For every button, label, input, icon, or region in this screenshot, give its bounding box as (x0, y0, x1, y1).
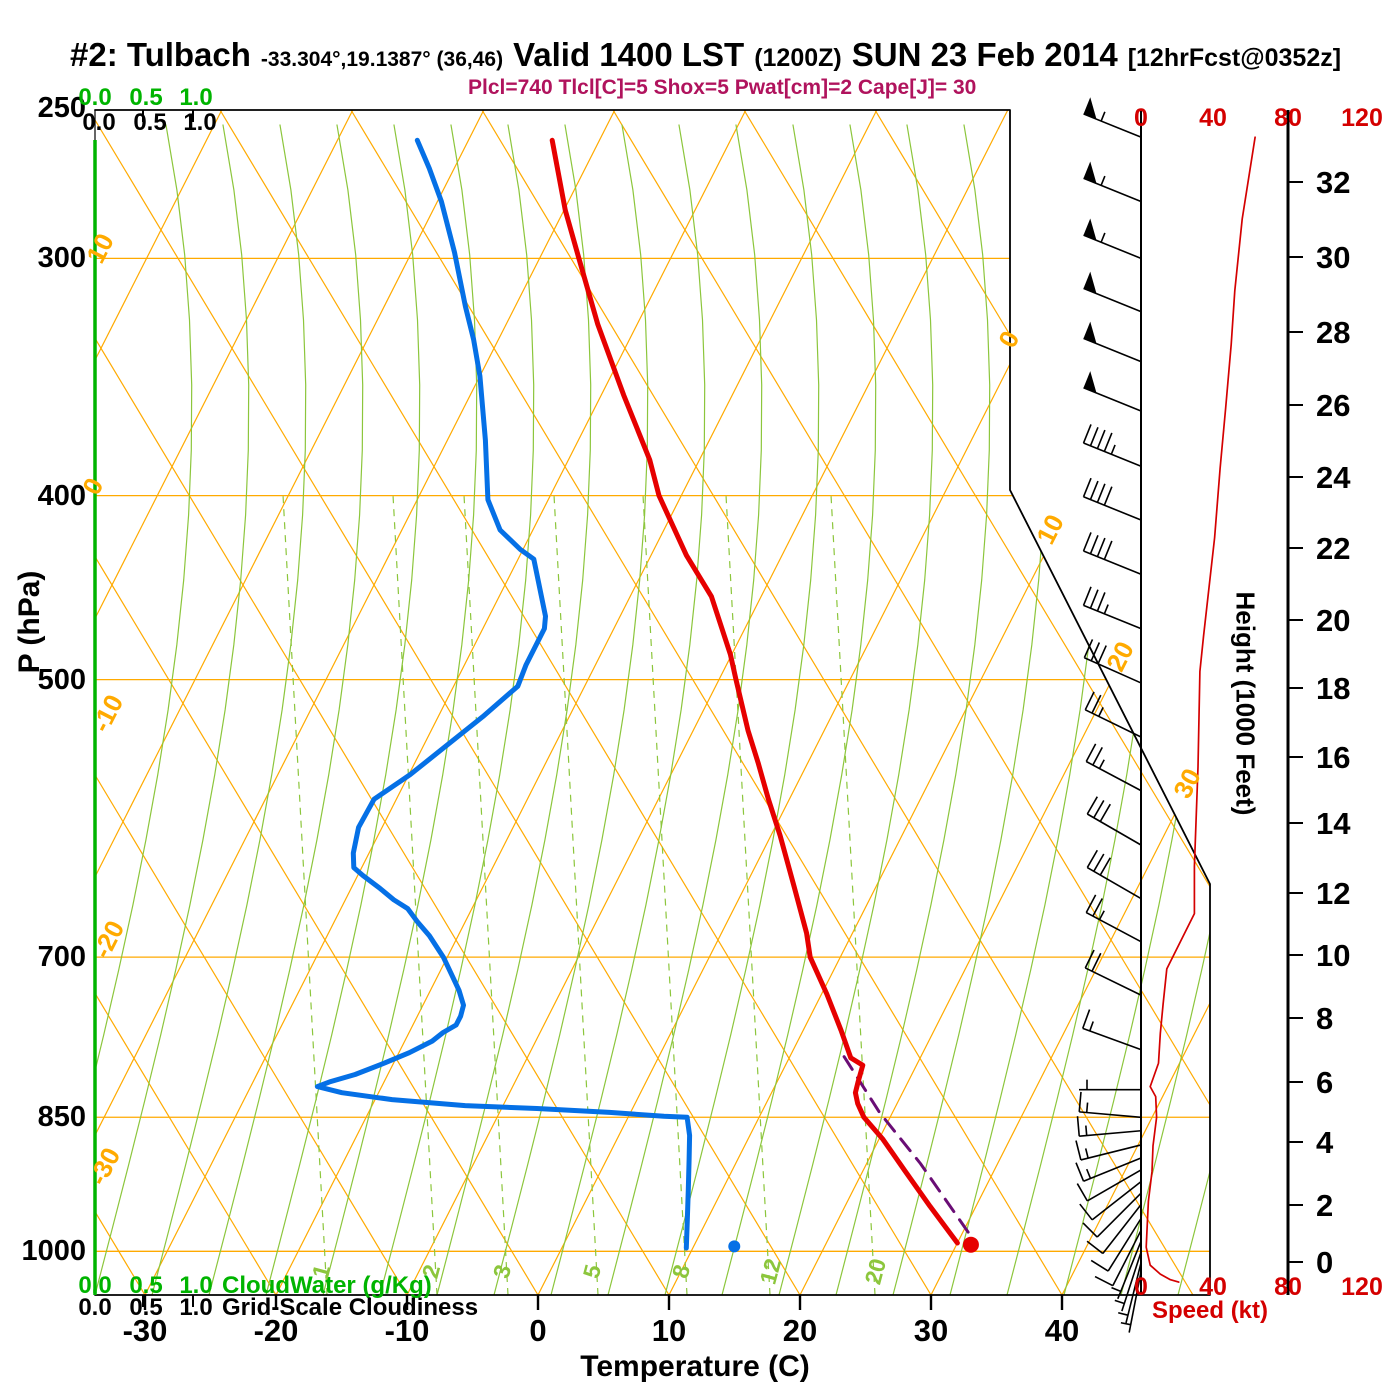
chart-title: #2: Tulbach -33.304°,19.1387° (36,46) Va… (70, 36, 1341, 74)
height-tick-label: 2 (1316, 1188, 1334, 1223)
cloudiness-scale-top: 1.0 (183, 109, 217, 136)
temp-tick-label: -30 (122, 1313, 168, 1348)
cloudwater-scale-bottom: 1.0 (179, 1272, 213, 1299)
speed-tick-label-bottom: 40 (1199, 1273, 1227, 1301)
cloudwater-scale-bottom: 0.5 (129, 1272, 163, 1299)
forecast-tag: [12hrFcst@0352z] (1127, 44, 1342, 72)
cloudwater-scale-top: 0.0 (78, 84, 112, 111)
zulu-time: (1200Z) (754, 44, 842, 72)
height-tick-label: 8 (1316, 1001, 1334, 1036)
height-tick-label: 26 (1316, 388, 1351, 423)
height-tick-label: 32 (1316, 165, 1351, 200)
height-tick-label: 20 (1316, 603, 1351, 638)
temp-tick-label: 0 (529, 1313, 547, 1348)
height-tick-label: 30 (1316, 240, 1351, 275)
pressure-tick-label: 1000 (21, 1235, 86, 1268)
speed-tick-label-top: 80 (1274, 104, 1302, 132)
pressure-tick-label: 500 (37, 663, 86, 696)
cloudwater-axis-label: CloudWater (g/Kg) (222, 1272, 432, 1299)
height-tick-label: 0 (1316, 1245, 1334, 1280)
height-tick-label: 24 (1316, 460, 1351, 495)
temperature-axis-label: Temperature (C) (580, 1350, 810, 1383)
speed-tick-label-top: 40 (1199, 104, 1227, 132)
speed-axis-label: Speed (kt) (1152, 1297, 1269, 1324)
speed-tick-label-top: 120 (1341, 104, 1383, 132)
pressure-tick-label: 700 (37, 941, 86, 974)
cloudiness-axis-label: Grid-Scale Cloudiness (222, 1294, 479, 1321)
cloudiness-scale-bottom: 1.0 (179, 1294, 213, 1321)
height-tick-label: 16 (1316, 740, 1351, 775)
cloudiness-scale-top: 0.5 (133, 109, 167, 136)
sounding-indices: Plcl=740 Tlcl[C]=5 Shox=5 Pwat[cm]=2 Cap… (468, 76, 977, 99)
pressure-tick-label: 850 (37, 1101, 86, 1134)
temp-tick-label: -10 (384, 1313, 430, 1348)
pressure-tick-label: 300 (37, 242, 86, 275)
station-coords: -33.304°,19.1387° (36,46) (260, 48, 504, 71)
height-tick-label: 14 (1316, 806, 1351, 841)
cloudiness-scale-top: 0.0 (82, 109, 116, 136)
temp-tick-label: 20 (782, 1313, 818, 1348)
cloudiness-scale-bottom: 0.5 (129, 1294, 163, 1321)
speed-tick-label-bottom: 120 (1341, 1273, 1383, 1301)
cloudwater-scale-top: 1.0 (179, 84, 213, 111)
speed-tick-label-top: 0 (1134, 104, 1148, 132)
pressure-tick-label: 250 (37, 92, 86, 124)
valid-date: SUN 23 Feb 2014 (851, 36, 1118, 73)
temp-tick-label: -20 (253, 1313, 299, 1348)
height-tick-label: 4 (1316, 1125, 1334, 1160)
valid-time: Valid 1400 LST (513, 36, 745, 73)
speed-tick-label-bottom: 0 (1134, 1273, 1148, 1301)
height-tick-label: 6 (1316, 1065, 1334, 1100)
height-tick-label: 12 (1316, 876, 1351, 911)
temp-tick-label: 40 (1044, 1313, 1080, 1348)
cloudiness-scale-bottom: 0.0 (78, 1294, 112, 1321)
pressure-tick-label: 400 (37, 479, 86, 512)
temp-tick-label: 10 (651, 1313, 687, 1348)
temp-tick-label: 30 (913, 1313, 949, 1348)
height-axis-label: Height (1000 Feet) (1230, 591, 1261, 816)
speed-tick-label-bottom: 80 (1274, 1273, 1302, 1301)
height-tick-label: 22 (1316, 531, 1351, 566)
height-tick-label: 18 (1316, 671, 1351, 706)
station-name: #2: Tulbach (70, 36, 251, 73)
height-tick-label: 10 (1316, 938, 1351, 973)
cloudwater-scale-top: 0.5 (129, 84, 163, 111)
height-tick-label: 28 (1316, 315, 1351, 350)
cloudwater-scale-bottom: 0.0 (78, 1272, 112, 1299)
